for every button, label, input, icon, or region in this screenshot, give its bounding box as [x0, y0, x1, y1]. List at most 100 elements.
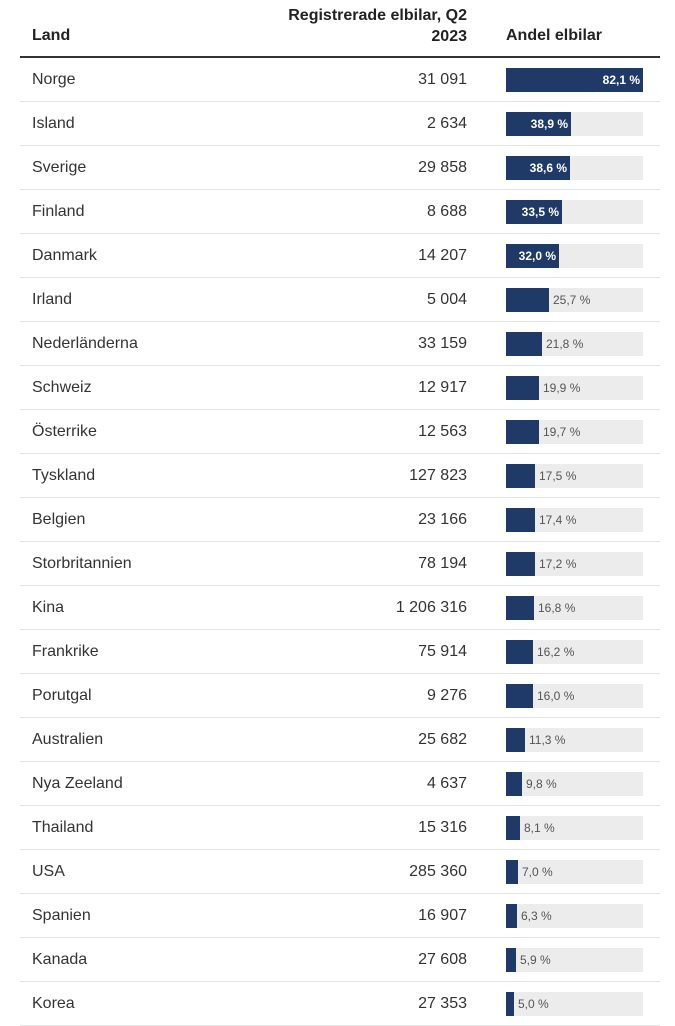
- andel-bar: [506, 420, 539, 444]
- andel-bar-track: 82,1 %: [506, 68, 643, 92]
- cell-land: USA: [32, 863, 65, 880]
- cell-land: Nya Zeeland: [32, 775, 123, 792]
- table-row: Irland 5 004 25,7 %: [20, 278, 660, 322]
- cell-land: Finland: [32, 203, 85, 220]
- cell-registrerade: 12 563: [418, 423, 467, 440]
- cell-land: Australien: [32, 731, 104, 748]
- cell-land: Kina: [32, 599, 65, 616]
- andel-bar-track: 33,5 %: [506, 200, 643, 224]
- andel-bar-track: 16,8 %: [506, 596, 643, 620]
- andel-bar: [506, 948, 516, 972]
- cell-registrerade: 1 206 316: [395, 599, 467, 616]
- cell-registrerade: 4 637: [426, 775, 467, 792]
- table-row: Belgien 23 166 17,4 %: [20, 498, 660, 542]
- andel-bar: [506, 376, 539, 400]
- andel-bar-track: 16,2 %: [506, 640, 643, 664]
- table-row: Storbritannien 78 194 17,2 %: [20, 542, 660, 586]
- andel-bar-track: 32,0 %: [506, 244, 643, 268]
- andel-label: 17,5 %: [539, 469, 577, 483]
- table-row: Kanada 27 608 5,9 %: [20, 938, 660, 982]
- cell-land: Frankrike: [32, 643, 99, 660]
- andel-bar: [506, 112, 571, 136]
- table-row: USA 285 360 7,0 %: [20, 850, 660, 894]
- cell-land: Belgien: [32, 511, 86, 528]
- andel-label: 5,9 %: [520, 953, 551, 967]
- andel-bar: [506, 244, 559, 268]
- cell-land: Sverige: [32, 159, 87, 176]
- table-row: Kina 1 206 316 16,8 %: [20, 586, 660, 630]
- table-row: Nederländerna 33 159 21,8 %: [20, 322, 660, 366]
- andel-label: 9,8 %: [526, 777, 557, 791]
- cell-land: Spanien: [32, 907, 91, 924]
- andel-label: 33,5 %: [521, 205, 559, 219]
- andel-bar-track: 17,2 %: [506, 552, 643, 576]
- andel-bar-track: 21,8 %: [506, 332, 643, 356]
- cell-land: Schweiz: [32, 379, 92, 396]
- cell-land: Porutgal: [32, 687, 92, 704]
- andel-bar-track: 7,0 %: [506, 860, 643, 884]
- cell-land: Thailand: [32, 819, 94, 836]
- table-row: Norge 31 091 82,1 %: [20, 58, 660, 102]
- andel-bar-track: 17,5 %: [506, 464, 643, 488]
- andel-label: 6,3 %: [521, 909, 552, 923]
- table-row: Sverige 29 858 38,6 %: [20, 146, 660, 190]
- table-row: Korea 27 353 5,0 %: [20, 982, 660, 1026]
- andel-bar: [506, 992, 514, 1016]
- andel-label: 8,1 %: [524, 821, 555, 835]
- andel-label: 25,7 %: [553, 293, 591, 307]
- andel-bar: [506, 860, 518, 884]
- cell-registrerade: 14 207: [418, 247, 467, 264]
- andel-bar-track: 16,0 %: [506, 684, 643, 708]
- cell-registrerade: 27 608: [418, 951, 467, 968]
- andel-bar-track: 5,9 %: [506, 948, 643, 972]
- cell-registrerade: 9 276: [426, 687, 467, 704]
- table-row: Frankrike 75 914 16,2 %: [20, 630, 660, 674]
- andel-bar-track: 25,7 %: [506, 288, 643, 312]
- cell-registrerade: 25 682: [418, 731, 467, 748]
- andel-label: 16,0 %: [537, 689, 575, 703]
- andel-bar: [506, 288, 549, 312]
- andel-label: 32,0 %: [518, 249, 556, 263]
- andel-label: 11,3 %: [529, 733, 566, 747]
- andel-label: 21,8 %: [546, 337, 584, 351]
- table-row: Österrike 12 563 19,7 %: [20, 410, 660, 454]
- cell-land: Island: [32, 115, 75, 132]
- cell-land: Danmark: [32, 247, 97, 264]
- cell-registrerade: 127 823: [409, 467, 467, 484]
- table-row: Schweiz 12 917 19,9 %: [20, 366, 660, 410]
- andel-label: 82,1 %: [602, 73, 640, 87]
- cell-registrerade: 2 634: [426, 115, 467, 132]
- andel-bar-track: 38,9 %: [506, 112, 643, 136]
- andel-label: 7,0 %: [522, 865, 553, 879]
- cell-land: Irland: [32, 291, 73, 308]
- cell-land: Norge: [32, 71, 76, 88]
- cell-land: Storbritannien: [32, 555, 132, 572]
- table-header: Land Registrerade elbilar, Q2 2023 Andel…: [0, 0, 675, 58]
- table-row: Tyskland 127 823 17,5 %: [20, 454, 660, 498]
- andel-bar-track: 38,6 %: [506, 156, 643, 180]
- header-registrerade-line2: 2023: [431, 28, 467, 45]
- andel-bar-track: 6,3 %: [506, 904, 643, 928]
- andel-label: 19,9 %: [543, 381, 581, 395]
- header-land: Land: [32, 27, 71, 44]
- table-row: Nya Zeeland 4 637 9,8 %: [20, 762, 660, 806]
- andel-bar: [506, 596, 534, 620]
- cell-land: Nederländerna: [32, 335, 138, 352]
- andel-bar-track: 8,1 %: [506, 816, 643, 840]
- cell-land: Österrike: [32, 423, 97, 440]
- andel-bar: [506, 464, 535, 488]
- header-registrerade-line1: Registrerade elbilar, Q2: [288, 7, 467, 24]
- andel-bar-track: 19,7 %: [506, 420, 643, 444]
- header-registrerade: Registrerade elbilar, Q2 2023: [227, 5, 467, 47]
- andel-bar-track: 9,8 %: [506, 772, 643, 796]
- cell-registrerade: 16 907: [418, 907, 467, 924]
- andel-label: 17,4 %: [539, 513, 577, 527]
- andel-bar-track: 17,4 %: [506, 508, 643, 532]
- andel-label: 16,8 %: [538, 601, 576, 615]
- andel-label: 17,2 %: [539, 557, 577, 571]
- andel-label: 5,0 %: [518, 997, 549, 1011]
- andel-bar: [506, 508, 535, 532]
- table-row: Finland 8 688 33,5 %: [20, 190, 660, 234]
- andel-bar: [506, 156, 570, 180]
